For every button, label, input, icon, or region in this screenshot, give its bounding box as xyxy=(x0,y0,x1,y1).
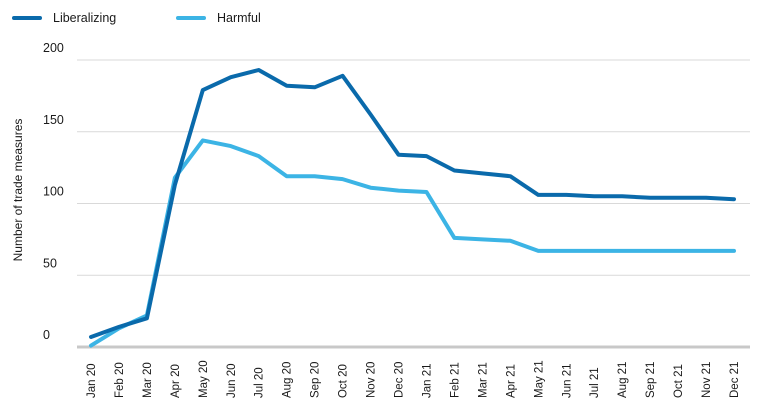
y-axis-ticks: 0 50 100 150 200 xyxy=(43,41,64,342)
legend-label: Harmful xyxy=(217,11,261,25)
y-tick-label: 0 xyxy=(43,328,50,342)
x-tick-label: May 20 xyxy=(198,360,210,398)
x-tick-label: Aug 20 xyxy=(282,362,294,398)
x-tick-label: Feb 20 xyxy=(114,362,126,398)
x-tick-label: Apr 21 xyxy=(505,364,517,398)
y-axis-title: Number of trade measures xyxy=(11,119,25,262)
x-tick-label: Jan 20 xyxy=(86,363,98,398)
x-tick-label: Oct 20 xyxy=(338,364,350,398)
x-tick-label: Nov 20 xyxy=(366,362,378,398)
y-tick-label: 50 xyxy=(43,256,57,270)
series-lines xyxy=(89,68,736,348)
series-line-harmful xyxy=(89,138,736,348)
x-tick-label: Dec 20 xyxy=(394,362,406,398)
y-tick-label: 150 xyxy=(43,113,64,127)
x-tick-label: Jul 21 xyxy=(589,367,601,398)
x-tick-label: Jul 20 xyxy=(254,367,266,398)
y-tick-label: 100 xyxy=(43,185,64,199)
x-tick-label: Mar 21 xyxy=(477,362,489,398)
legend: Liberalizing Harmful xyxy=(12,11,261,25)
x-tick-label: Jun 20 xyxy=(226,363,238,398)
x-tick-label: Mar 20 xyxy=(142,362,154,398)
x-tick-label: Jun 21 xyxy=(561,363,573,398)
y-tick-label: 200 xyxy=(43,41,64,55)
x-tick-label: Apr 20 xyxy=(170,364,182,398)
legend-label: Liberalizing xyxy=(53,11,116,25)
x-axis-ticks: Jan 20 Feb 20 Mar 20 Apr 20 May 20 Jun 20 Jul … xyxy=(86,360,741,398)
x-tick-label: Oct 21 xyxy=(673,364,685,398)
series-line-liberalizing xyxy=(89,68,736,339)
gridlines xyxy=(77,59,750,349)
x-tick-label: Sep 21 xyxy=(645,362,657,398)
x-tick-label: Nov 21 xyxy=(701,362,713,398)
x-tick-label: May 21 xyxy=(533,360,545,398)
x-tick-label: Aug 21 xyxy=(617,362,629,398)
x-tick-label: Feb 21 xyxy=(449,362,461,398)
x-tick-label: Jan 21 xyxy=(421,363,433,398)
x-tick-label: Dec 21 xyxy=(729,362,741,398)
x-tick-label: Sep 20 xyxy=(310,362,322,398)
